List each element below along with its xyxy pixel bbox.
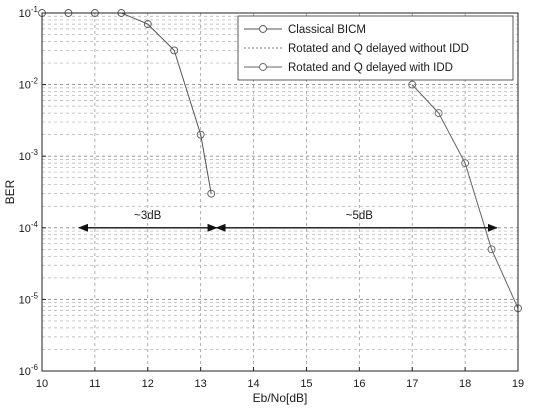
y-tick-label: 10-5 <box>19 291 39 306</box>
annotations: ~3dB ~5dB <box>78 210 498 232</box>
legend-label-2: Rotated and Q delayed with IDD <box>288 62 453 74</box>
legend-marker-2 <box>259 63 267 71</box>
x-tick-label: 11 <box>89 378 100 390</box>
y-tick-label: 10-3 <box>19 148 39 163</box>
series-0-point <box>207 189 216 198</box>
x-tick-label: 17 <box>406 378 418 390</box>
y-tick-label: 10-1 <box>19 5 39 20</box>
y-tick-label: 10-4 <box>19 220 39 235</box>
x-axis-label: Eb/No[dB] <box>253 391 308 405</box>
y-tick-label: 10-2 <box>19 77 39 92</box>
series-2-point <box>487 245 496 254</box>
series-0-point <box>143 20 152 29</box>
series-2-point <box>461 159 470 168</box>
legend-marker-0 <box>259 25 267 33</box>
tick-labels: 10 11 12 13 14 15 16 17 18 19 10-1 10-2 10-3 10-4 10-5… <box>19 5 525 390</box>
x-tick-label: 12 <box>142 378 154 390</box>
series-2-point <box>408 80 417 89</box>
series-0-point <box>170 46 179 55</box>
series-2-point <box>434 109 443 118</box>
x-tick-label: 14 <box>247 378 259 390</box>
x-tick-label: 13 <box>195 378 207 390</box>
x-tick-label: 10 <box>36 378 48 390</box>
y-axis-label: BER <box>3 179 17 204</box>
x-tick-label: 16 <box>353 378 365 390</box>
plot-frame <box>41 12 519 372</box>
series-line-2 <box>411 84 519 309</box>
series-0-point <box>196 130 205 139</box>
annotation-label-0: ~3dB <box>134 210 162 222</box>
x-tick-label: 15 <box>300 378 312 390</box>
legend-box <box>237 15 514 81</box>
x-tick-label: 18 <box>459 378 471 390</box>
x-tick-label: 19 <box>512 378 524 390</box>
legend-label-0: Classical BICM <box>288 24 366 36</box>
legend: Classical BICM Rotated and Q delayed with… <box>237 15 514 81</box>
series-line-0 <box>42 12 212 194</box>
legend-label-1: Rotated and Q delayed without IDD <box>288 43 469 55</box>
annotation-label-1: ~5dB <box>346 210 374 222</box>
y-tick-label: 10-6 <box>19 363 39 378</box>
